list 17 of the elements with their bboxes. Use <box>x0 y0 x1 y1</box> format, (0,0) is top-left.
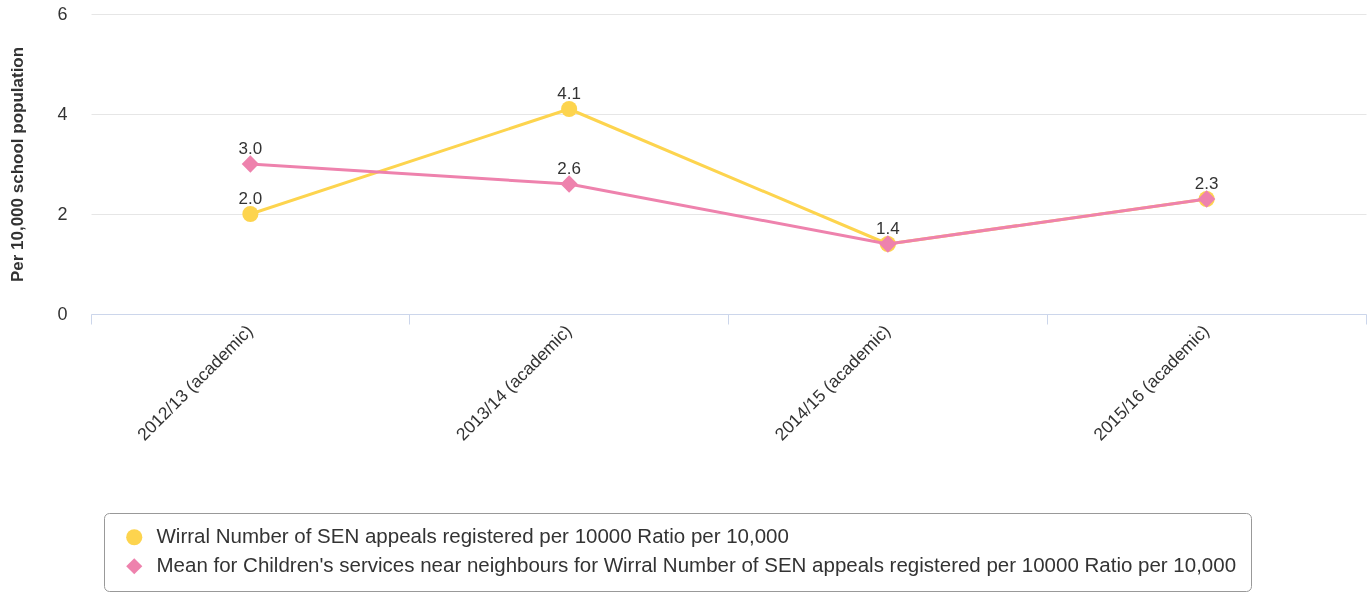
data-label: 1.4 <box>876 219 900 238</box>
y-tick-label: 2 <box>57 203 68 224</box>
point <box>241 155 260 173</box>
data-label: 2.3 <box>1194 174 1219 193</box>
point <box>242 205 259 223</box>
legend-label: Wirral Number of SEN appeals registered per 10000 Ratio per 10,000 <box>156 524 789 548</box>
point <box>561 100 578 118</box>
y-tick-label: 0 <box>57 303 68 324</box>
y-tick-label: 4 <box>57 103 68 124</box>
data-label: 2.0 <box>238 189 263 208</box>
y-axis-title: Per 10,000 school population <box>7 46 27 283</box>
data-label: 3.0 <box>238 139 263 158</box>
legend-label: Mean for Children's services near neighbours for Wirral Number of SEN appeals registered per 10000 Ratio per 10,000 <box>156 553 1237 577</box>
data-label: 2.6 <box>557 159 581 178</box>
point <box>560 175 578 193</box>
y-tick-label: 6 <box>57 3 68 24</box>
data-label: 4.1 <box>557 84 581 103</box>
